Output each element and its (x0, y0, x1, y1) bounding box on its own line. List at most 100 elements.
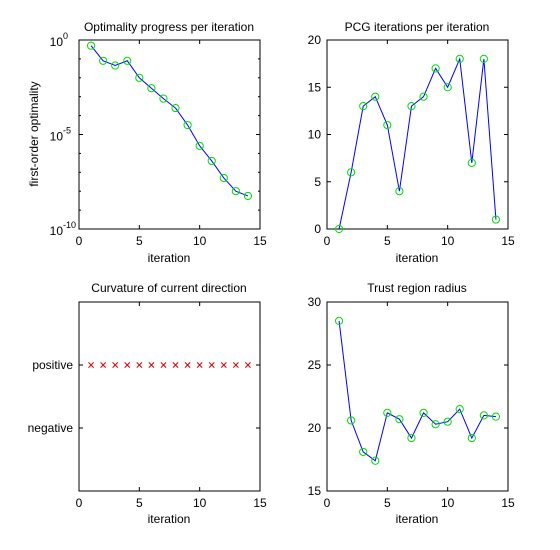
data-point-stroke (100, 362, 107, 368)
y-tick-label: 25 (308, 358, 322, 372)
x-tick-label: 10 (441, 234, 455, 248)
x-tick-label: 10 (193, 496, 207, 510)
subplot-title: Optimality progress per iteration (84, 20, 254, 34)
data-point (244, 362, 251, 368)
subplot-title: Trust region radius (367, 281, 467, 295)
data-point (334, 224, 344, 234)
x-tick-label: 0 (324, 496, 331, 510)
data-point (371, 92, 380, 101)
data-point (334, 316, 344, 325)
data-point (347, 168, 356, 177)
data-point (479, 54, 488, 64)
y-tick-label: 20 (308, 421, 322, 435)
data-point (491, 215, 501, 224)
x-tick-label: 15 (501, 234, 515, 248)
subplot-trust-region: Trust region radius iteration 0 5 10 15 15 20… (308, 281, 515, 526)
y-tick-label: 5 (314, 175, 321, 189)
data-point-stroke (184, 362, 191, 368)
data-point-stroke (232, 362, 239, 368)
x-tick-label: 0 (324, 234, 331, 248)
x-tick-label: 10 (441, 496, 455, 510)
ticks: 0 5 10 15 0 5 10 15 20 (308, 33, 515, 248)
y-axis-label: first-order optimality (27, 81, 41, 186)
data-point (196, 362, 203, 368)
data-point-stroke (160, 362, 167, 368)
data-point (407, 102, 416, 111)
data-point (219, 173, 228, 183)
data-point (479, 411, 488, 420)
x-tick-label: 10 (193, 234, 207, 248)
data-point (359, 102, 368, 111)
data-point (467, 433, 476, 443)
data-point (419, 92, 428, 101)
data-point (431, 64, 440, 73)
data-point-stroke (124, 362, 131, 368)
series-line (338, 56, 497, 230)
y-tick-label: 10 (50, 130, 64, 144)
x-tick-label: 5 (136, 234, 143, 248)
subplot-title: PCG iterations per iteration (345, 20, 490, 34)
y-tick-label: 15 (308, 80, 322, 94)
data-point (135, 73, 144, 82)
data-point (243, 191, 253, 201)
x-axis-label: iteration (148, 512, 191, 526)
data-point (383, 120, 392, 130)
y-tick-label: 30 (308, 295, 322, 309)
marks (334, 316, 501, 465)
x-tick-label: 15 (253, 234, 267, 248)
data-point (171, 103, 180, 113)
data-point-stroke (172, 362, 179, 368)
data-point (136, 362, 143, 368)
y-tick-exponent: -5 (63, 126, 71, 136)
subplot-curvature: Curvature of current direction iteration… (28, 281, 267, 526)
data-point (231, 187, 240, 196)
x-tick-label: 15 (253, 496, 267, 510)
data-point (455, 54, 464, 64)
ticks: 0 5 10 15 negative positive (28, 302, 267, 510)
x-tick-label: 5 (384, 234, 391, 248)
y-tick-label: 15 (308, 484, 322, 498)
y-tick-label: 20 (308, 33, 322, 47)
marks (86, 41, 253, 201)
x-tick-label: 5 (384, 496, 391, 510)
y-tick-label: 0 (314, 222, 321, 236)
y-tick-label: positive (32, 358, 73, 372)
data-point (159, 94, 168, 103)
data-point (347, 416, 356, 425)
data-point (232, 362, 239, 368)
data-point-stroke (208, 362, 215, 368)
data-point (491, 412, 501, 421)
data-point-stroke (88, 362, 95, 368)
data-point (220, 362, 227, 368)
series-line (338, 320, 496, 462)
x-tick-label: 0 (76, 234, 83, 248)
data-point (160, 362, 167, 368)
x-axis-label: iteration (148, 251, 191, 265)
y-tick-label: negative (28, 421, 74, 435)
data-point (88, 362, 95, 368)
data-point (208, 362, 215, 368)
y-tick-label: 10 (50, 35, 64, 49)
data-point (419, 408, 428, 417)
data-point (112, 362, 119, 368)
data-point-stroke (148, 362, 155, 368)
data-point (86, 41, 96, 50)
data-point (124, 362, 131, 368)
subplot-pcg-iterations: PCG iterations per iteration iteration 0… (308, 20, 515, 265)
data-point (443, 83, 452, 92)
data-point (195, 141, 204, 150)
x-tick-label: 15 (501, 496, 515, 510)
x-tick-label: 5 (136, 496, 143, 510)
data-point (359, 447, 368, 457)
x-axis-label: iteration (396, 251, 439, 265)
marks (88, 362, 251, 368)
data-point (147, 84, 156, 93)
data-point (148, 362, 155, 368)
data-point (443, 417, 452, 426)
data-point-stroke (220, 362, 227, 368)
data-point (184, 362, 191, 368)
data-point (431, 420, 440, 429)
y-tick-label: 10 (308, 128, 322, 142)
data-point (371, 456, 380, 465)
